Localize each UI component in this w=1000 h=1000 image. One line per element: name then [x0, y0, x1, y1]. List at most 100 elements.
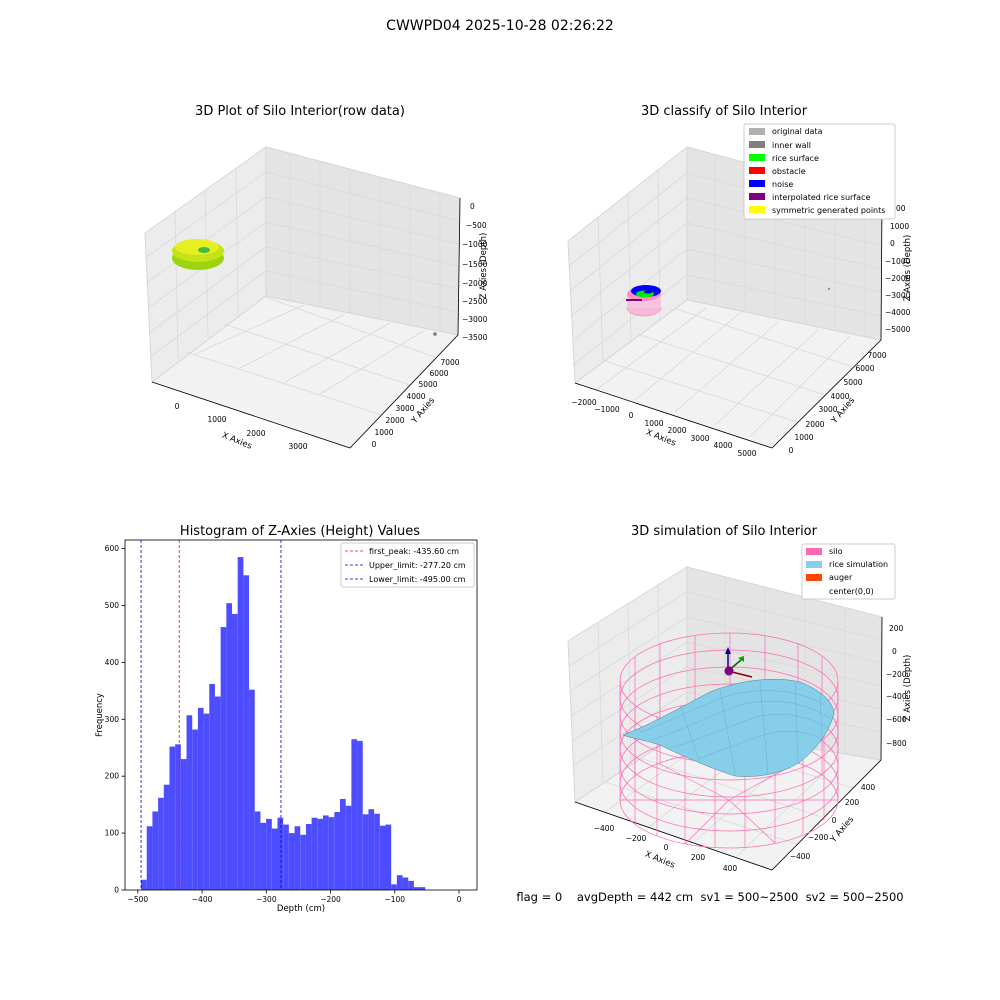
histogram-bar	[271, 828, 278, 890]
histogram-bar	[322, 815, 329, 890]
status-sv1: sv1 = 500~2500	[700, 890, 799, 904]
status-avg-depth: avgDepth = 442 cm	[576, 890, 694, 904]
simulation-xtick: 0	[664, 843, 669, 852]
raw-ztick: −2500	[462, 297, 488, 306]
histogram-bar	[419, 887, 426, 890]
classify-ztick-partial: 00	[896, 204, 906, 213]
histogram-bar	[163, 784, 170, 890]
histogram-ytick-label: 300	[105, 715, 120, 724]
status-flag: flag = 0	[516, 890, 563, 904]
legend-label: first_peak: -435.60 cm	[369, 547, 459, 556]
classify-ztick: 1000	[890, 222, 909, 231]
simulation-3d-plot: silo rice simulation auger center(0,0) −…	[567, 543, 913, 873]
simulation-ztick: 200	[889, 624, 904, 633]
classify-xtick: 3000	[690, 434, 709, 443]
histogram-bar	[169, 746, 176, 890]
histogram-bar	[214, 696, 221, 890]
classify-ytick: 0	[789, 446, 794, 455]
classify-xtick: 2000	[667, 426, 686, 435]
legend-swatch-silo	[806, 548, 822, 555]
raw-ztick: 0	[470, 202, 475, 211]
legend-label: inner wall	[772, 141, 811, 150]
legend-swatch-original-data	[749, 128, 765, 135]
raw-ztick: −3500	[462, 333, 488, 342]
raw-xtick: 3000	[288, 442, 307, 451]
simulation-zlabel: Z Axies (Depth)	[903, 655, 913, 722]
legend-swatch-obstacle	[749, 167, 765, 174]
legend-swatch-noise	[749, 180, 765, 187]
histogram-bar	[288, 833, 295, 890]
raw-ytick: 1000	[374, 428, 393, 437]
histogram-xtick-label: −200	[320, 895, 341, 904]
histogram-bar	[232, 613, 238, 890]
classify-ytick: 1000	[794, 433, 813, 442]
histogram-bar	[146, 826, 153, 890]
histogram-bar	[254, 811, 261, 890]
legend-swatch-rice-simulation	[806, 561, 822, 568]
classify-ztick: −4000	[885, 308, 911, 317]
histogram-bar	[237, 557, 244, 890]
raw-xtick: 1000	[207, 415, 226, 424]
histogram-ytick-label: 600	[105, 544, 120, 553]
histogram-bar	[283, 824, 289, 890]
classify-ytick: 2000	[805, 420, 824, 429]
histogram-bar	[396, 875, 403, 890]
legend-label: rice surface	[772, 154, 819, 163]
histogram-ytick-label: 500	[105, 601, 120, 610]
classify-xtick: −2000	[571, 398, 597, 407]
status-line: flag = 0 avgDepth = 442 cm sv1 = 500~250…	[500, 890, 920, 904]
simulation-xtick: −200	[626, 834, 647, 843]
histogram-bar	[260, 822, 267, 890]
simulation-ytick: −200	[808, 833, 829, 842]
legend-swatch-rice-surface	[749, 154, 765, 161]
classify-xtick: 1000	[644, 419, 663, 428]
legend-label: rice simulation	[829, 560, 888, 569]
classify-legend: original data inner wall rice surface ob…	[743, 123, 896, 220]
legend-label: obstacle	[772, 167, 806, 176]
raw-plot-title: 3D Plot of Silo Interior(row data)	[195, 104, 405, 119]
histogram-xtick-label: 0	[457, 895, 462, 904]
histogram-ytick-label: 400	[105, 658, 120, 667]
rice-surface	[622, 678, 835, 777]
simulation-ytick: 200	[845, 798, 860, 807]
classify-ytick: 6000	[855, 364, 874, 373]
legend-label: Upper_limit: -277.20 cm	[369, 561, 466, 570]
histogram-xtick-label: −100	[384, 895, 405, 904]
classify-xtick: 4000	[713, 441, 732, 450]
histogram-bar	[141, 879, 147, 890]
histogram-bar	[408, 880, 414, 890]
histogram-xtick-label: −500	[128, 895, 149, 904]
simulation-plot-title: 3D simulation of Silo Interior	[631, 524, 817, 539]
histogram-bar	[243, 575, 250, 890]
legend-label: center(0,0)	[829, 587, 874, 596]
classify-ytick: 5000	[843, 378, 862, 387]
simulation-ztick: −200	[886, 670, 907, 679]
histogram-chart: −500 −400 −300 −200 −100 0 0 100 200 300 400 500 60…	[95, 539, 478, 914]
raw-ytick: 4000	[406, 392, 425, 401]
histogram-bar	[300, 834, 306, 890]
legend-label: symmetric generated points	[772, 206, 885, 215]
simulation-xtick: 200	[691, 853, 706, 862]
legend-label: Lower_limit: -495.00 cm	[369, 575, 466, 584]
histogram-bar	[203, 713, 210, 890]
histogram-bar	[379, 825, 386, 890]
histogram-bar	[220, 627, 227, 890]
histogram-bar	[351, 739, 358, 890]
classify-ytick: 4000	[830, 392, 849, 401]
legend-label: interpolated rice surface	[772, 193, 870, 202]
classify-ytick: 3000	[818, 405, 837, 414]
histogram-bar	[385, 824, 392, 890]
classify-zlabel: Z Axies (Depth)	[903, 235, 913, 302]
legend-label: noise	[772, 180, 793, 189]
classify-xtick: 5000	[737, 449, 756, 458]
classify-ztick: 0	[890, 239, 895, 248]
raw-zlabel: Z Axies (Depth)	[479, 233, 489, 300]
histogram-bar	[197, 707, 204, 890]
raw-ytick: 7000	[440, 358, 459, 367]
simulation-ztick: 0	[892, 647, 897, 656]
figure-suptitle: CWWPD04 2025-10-28 02:26:22	[386, 18, 614, 34]
simulation-xtick: −400	[594, 824, 615, 833]
classify-ztick: −1000	[885, 257, 911, 266]
simulation-ztick: −400	[886, 692, 907, 701]
histogram-bar	[328, 817, 335, 890]
